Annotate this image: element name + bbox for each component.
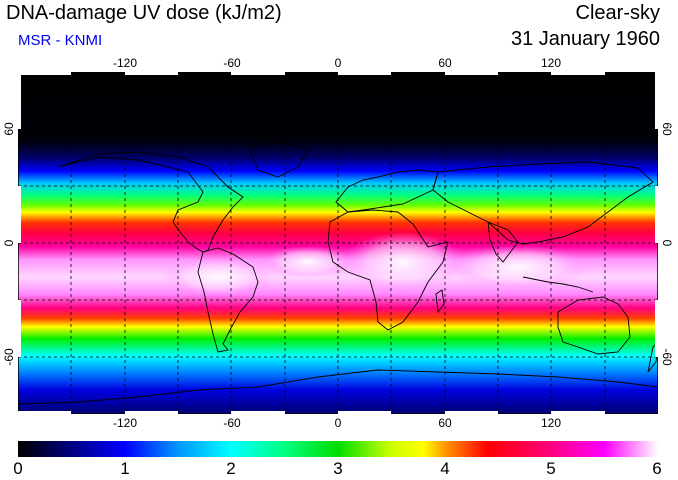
colorbar-label: 0 — [13, 459, 23, 478]
graticule — [18, 72, 658, 414]
coastlines — [18, 141, 658, 405]
lon-tick-bottom: 60 — [438, 416, 452, 430]
lon-tick-bottom: 120 — [540, 416, 562, 430]
lon-tick-top: 60 — [438, 56, 452, 70]
map-frame — [18, 72, 658, 414]
lon-tick-top: -120 — [112, 56, 138, 70]
high-dose-patch — [343, 232, 463, 292]
colorbar-ramp — [18, 441, 658, 457]
lon-tick-bottom: -120 — [112, 416, 138, 430]
lat-tick-left: -60 — [2, 348, 16, 366]
colorbar — [18, 441, 658, 457]
lon-tick-bottom: 0 — [334, 416, 342, 430]
colorbar-label: 4 — [440, 459, 450, 478]
high-dose-patch — [163, 257, 273, 297]
lon-tick-top: 120 — [540, 56, 562, 70]
lat-tick-right: 0 — [660, 239, 674, 247]
colorbar-label: 5 — [546, 459, 556, 478]
uv-dose-map — [18, 72, 658, 414]
source-label: MSR - KNMI — [18, 32, 103, 49]
sky-condition-label: Clear-sky — [575, 2, 660, 24]
lat-tick-right: -60 — [660, 348, 674, 366]
colorbar-label: 1 — [120, 459, 130, 478]
colorbar-label: 3 — [333, 459, 343, 478]
lon-tick-top: -60 — [223, 56, 241, 70]
colorbar-label: 6 — [652, 459, 662, 478]
colorbar-label: 2 — [226, 459, 236, 478]
lat-tick-left: 0 — [2, 239, 16, 247]
lat-tick-left: 60 — [2, 122, 16, 136]
lon-tick-bottom: -60 — [223, 416, 241, 430]
date-label: 31 January 1960 — [510, 28, 660, 50]
high-dose-patch — [448, 245, 588, 289]
lat-tick-right: 60 — [660, 122, 674, 136]
high-dose-patch — [263, 246, 353, 278]
lon-tick-top: 0 — [334, 56, 342, 70]
map-title: DNA-damage UV dose (kJ/m2) — [6, 2, 282, 24]
